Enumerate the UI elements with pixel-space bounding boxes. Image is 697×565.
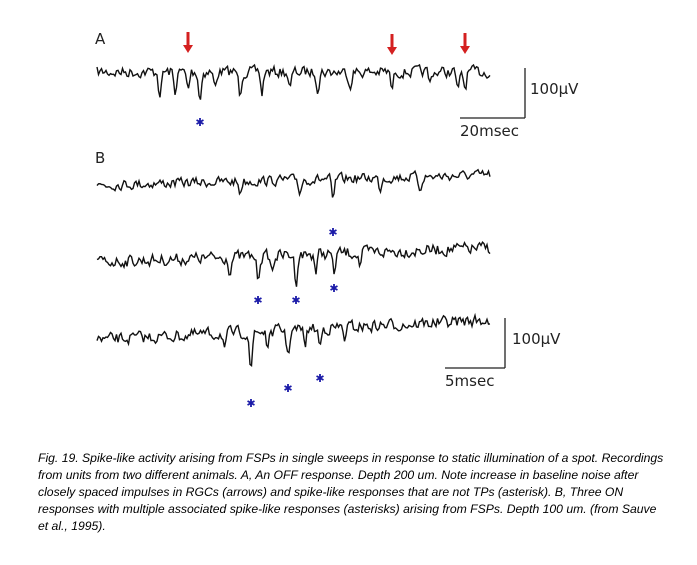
asterisks — [196, 118, 338, 407]
arrows — [183, 32, 470, 55]
asterisk — [330, 284, 338, 292]
asterisk — [284, 384, 292, 392]
panel-label: A — [95, 30, 106, 48]
asterisk — [254, 296, 262, 304]
caption: Fig. 19. Spike-like activity arising fro… — [38, 451, 664, 533]
asterisk — [247, 399, 255, 407]
trace — [96, 240, 491, 287]
asterisk — [292, 296, 300, 304]
scale-label: 20msec — [460, 122, 519, 140]
scale-label: 5msec — [445, 372, 494, 390]
asterisk — [329, 228, 337, 236]
panel-label: B — [95, 149, 105, 167]
scale-label: 100μV — [530, 80, 579, 98]
trace — [96, 312, 491, 367]
trace — [96, 168, 491, 198]
scale-label: 100μV — [512, 330, 561, 348]
asterisk — [316, 374, 324, 382]
asterisk — [196, 118, 204, 126]
trace — [96, 63, 491, 100]
